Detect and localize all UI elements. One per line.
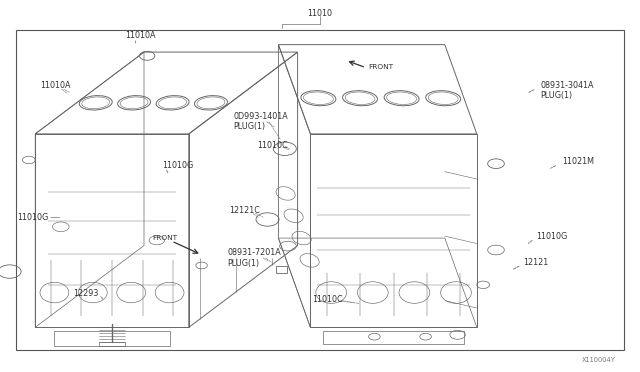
- Text: 11010C: 11010C: [257, 141, 288, 150]
- Text: 11021M: 11021M: [562, 157, 594, 166]
- Text: PLUG(1): PLUG(1): [234, 122, 266, 131]
- Text: 08931-3041A: 08931-3041A: [540, 81, 594, 90]
- Text: 11010A: 11010A: [40, 81, 70, 90]
- Text: 11010G: 11010G: [536, 232, 568, 241]
- Text: 08931-7201A: 08931-7201A: [227, 248, 281, 257]
- Text: 11010G: 11010G: [17, 213, 49, 222]
- Text: 11010A: 11010A: [125, 31, 156, 40]
- Text: 11010G: 11010G: [162, 161, 193, 170]
- Text: 0D993-1401A: 0D993-1401A: [234, 112, 289, 121]
- Text: X110004Y: X110004Y: [582, 357, 616, 363]
- Text: 12293: 12293: [74, 289, 99, 298]
- Text: FRONT: FRONT: [152, 235, 177, 241]
- Text: PLUG(1): PLUG(1): [227, 259, 259, 268]
- Text: 11010C: 11010C: [312, 295, 343, 304]
- Bar: [16, 30, 624, 350]
- Text: 12121: 12121: [524, 258, 548, 267]
- Text: PLUG(1): PLUG(1): [540, 92, 572, 100]
- Text: 11010: 11010: [307, 9, 333, 17]
- Text: 12121C: 12121C: [229, 206, 260, 215]
- Text: FRONT: FRONT: [368, 64, 393, 70]
